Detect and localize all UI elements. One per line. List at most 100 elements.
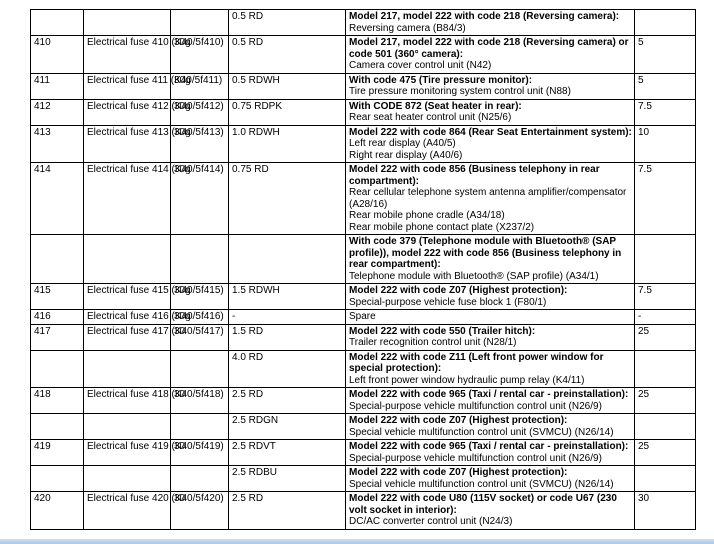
amperage: 5 (634, 72, 696, 100)
amperage: - (634, 309, 696, 325)
fuse-name (83, 234, 171, 284)
wire-code: 1.5 RDWH (228, 283, 346, 310)
function-detail: Rear mobile phone contact plate (X237/2) (349, 221, 535, 233)
wire-code-text: 1.0 RDWH (232, 126, 280, 138)
amperage: 10 (634, 124, 696, 163)
function-detail: Trailer recognition control unit (N28/1) (349, 337, 517, 348)
function-detail: Left rear display (A40/5) (349, 138, 456, 149)
fuse-number-text: 417 (34, 325, 51, 337)
amperage: 7.5 (634, 283, 696, 310)
amperage: 30 (634, 491, 696, 530)
wire-code (228, 234, 346, 284)
wire-code-text: 0.5 RDWH (232, 74, 280, 86)
function-cell: Model 222 with code 864 (Rear Seat Enter… (345, 124, 635, 163)
wire-code: 2.5 RDGN (228, 413, 346, 440)
table-row: 414 Electrical fuse 414 (K40/5f414) 30g 0.7… (30, 162, 696, 235)
fuse-name-text: Electrical fuse 417 (K40/5f417) (87, 325, 224, 337)
table-row: 412 Electrical fuse 412 (K40/5f412) 30g 0.7… (30, 98, 696, 126)
window-edge (0, 539, 714, 544)
table-row: 420 Electrical fuse 420 (K40/5f420) 30 2.5 … (30, 491, 696, 530)
fuse-name: Electrical fuse 410 (K40/5f410) (83, 35, 224, 74)
table-row: 418 Electrical fuse 418 (K40/5f418) 30 2.5 … (30, 387, 696, 414)
wire-code-text: 2.5 RDVT (232, 441, 276, 452)
amperage: 25 (634, 323, 696, 351)
fuse-name: Electrical fuse 419 (K40/5f419) (83, 439, 224, 466)
table-row: 4.0 RD Model 222 with code Z11 (Left fron… (30, 349, 696, 388)
fuse-table: 0.5 RD Model 217, model 222 with code 218… (30, 9, 696, 530)
function-heading: Model 217, model 222 with code 218 (Reve… (349, 11, 620, 22)
fuse-number (30, 413, 84, 440)
fuse-name-text: Electrical fuse 414 (K40/5f414) (87, 164, 224, 175)
fuse-rating (170, 413, 229, 440)
fuse-name: Electrical fuse 415 (K40/5f415) (83, 283, 224, 310)
table-row: 410 Electrical fuse 410 (K40/5f410) 30g 0.5… (30, 35, 696, 74)
fuse-rating (170, 349, 229, 388)
function-cell: Model 217, model 222 with code 218 (Reve… (345, 9, 635, 36)
fuse-number (30, 349, 84, 388)
table-row: 415 Electrical fuse 415 (K40/5f415) 30g 1.5… (30, 283, 696, 310)
wire-code: 0.75 RDPK (228, 98, 346, 126)
function-detail: Camera cover control unit (N42) (349, 60, 492, 71)
fuse-rating-text: 30g (174, 311, 191, 322)
fuse-number-text: 419 (34, 441, 51, 452)
amperage-text: 25 (638, 441, 650, 452)
wire-code-text: 0.5 RD (232, 11, 264, 22)
function-heading: Model 222 with code 550 (Trailer hitch): (349, 325, 536, 337)
fuse-number: 415 (30, 283, 84, 310)
amperage: 25 (634, 439, 696, 466)
fuse-rating-text: 30 (174, 441, 186, 452)
fuse-name-text: Electrical fuse 410 (K40/5f410) (87, 37, 224, 48)
fuse-rating-text: 30g (174, 285, 191, 296)
fuse-name: Electrical fuse 416 (K40/5f416) (83, 309, 224, 325)
function-heading: Model 222 with code U80 (115V socket) or… (349, 493, 617, 516)
fuse-rating-text: 30g (174, 74, 191, 86)
amperage-text: 5 (638, 74, 644, 86)
function-cell: Model 222 with code 550 (Trailer hitch):… (345, 323, 635, 351)
amperage-text: - (638, 311, 642, 322)
function-cell: Model 222 with code U80 (115V socket) or… (345, 491, 635, 530)
amperage-text: 7.5 (638, 164, 652, 175)
wire-code-text: 0.75 RDPK (232, 100, 283, 112)
fuse-rating-text: 30g (174, 126, 191, 138)
amperage (634, 413, 696, 440)
function-detail: Special-purpose vehicle multifunction co… (349, 452, 602, 464)
fuse-rating (170, 465, 229, 492)
fuse-number: 414 (30, 162, 84, 235)
fuse-rating-text: 30g (174, 164, 191, 175)
wire-code: 1.5 RD (228, 323, 346, 351)
function-cell: Spare (345, 309, 635, 325)
function-heading: With code 475 (Tire pressure monitor): (349, 74, 533, 86)
wire-code-text: 2.5 RDGN (232, 415, 279, 426)
wire-code: 2.5 RDVT (228, 439, 346, 466)
fuse-rating: 30g (170, 162, 229, 235)
function-heading: Model 222 with code Z07 (Highest protect… (349, 467, 568, 478)
fuse-name (83, 9, 171, 36)
fuse-rating: 30 (170, 323, 229, 351)
fuse-rating: 30 (170, 387, 229, 414)
function-detail: Spare (349, 311, 376, 322)
wire-code: 0.5 RD (228, 9, 346, 36)
fuse-name (83, 413, 171, 440)
table-row: 2.5 RDBU Model 222 with code Z07 (Highest… (30, 465, 696, 492)
fuse-name-text: Electrical fuse 411 (K40/5f411) (87, 74, 223, 86)
wire-code-text: 2.5 RD (232, 389, 264, 400)
table-body: 0.5 RD Model 217, model 222 with code 218… (30, 9, 696, 530)
function-cell: Model 222 with code 856 (Business teleph… (345, 162, 635, 235)
function-heading: Model 222 with code Z07 (Highest protect… (349, 285, 568, 296)
function-heading: Model 217, model 222 with code 218 (Reve… (349, 37, 629, 60)
fuse-number-text: 410 (34, 37, 51, 48)
wire-code: 2.5 RD (228, 387, 346, 414)
wire-code-text: 0.75 RD (232, 164, 269, 175)
wire-code-text: 1.5 RDWH (232, 285, 280, 296)
function-detail: Reversing camera (B84/3) (349, 22, 466, 34)
function-detail: Telephone module with Bluetooth® (SAP pr… (349, 270, 599, 282)
function-cell: With CODE 872 (Seat heater in rear): Rear… (345, 98, 635, 126)
wire-code-text: 1.5 RD (232, 325, 264, 337)
fuse-name-text: Electrical fuse 418 (K40/5f418) (87, 389, 224, 400)
amperage-text: 30 (638, 493, 650, 504)
function-heading: With code 379 (Telephone module with Blu… (349, 236, 622, 270)
fuse-number-text: 416 (34, 311, 51, 322)
function-detail: Special-purpose vehicle multifunction co… (349, 400, 602, 412)
fuse-name-text: Electrical fuse 412 (K40/5f412) (87, 100, 224, 112)
wire-code: 0.5 RDWH (228, 72, 346, 100)
